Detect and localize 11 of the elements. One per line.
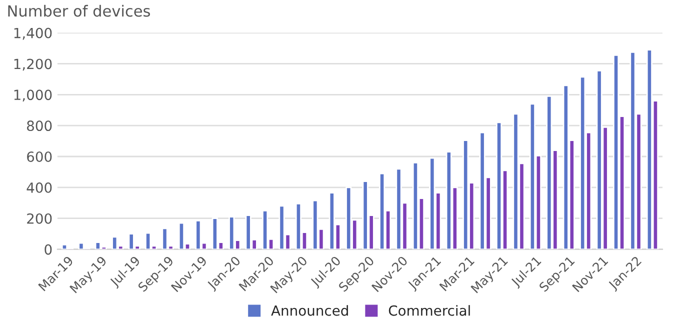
legend-label: Commercial: [388, 305, 470, 316]
y-tick-label: 1,200: [14, 58, 52, 71]
y-tick-label: 1,000: [14, 90, 52, 102]
y-tick-label: 200: [27, 213, 52, 224]
y-tick-label: 600: [27, 151, 52, 162]
legend-label: Announced: [271, 305, 348, 316]
y-tick-label: 1,400: [14, 28, 52, 40]
y-tick-label: 400: [26, 182, 52, 193]
y-tick-label: 800: [27, 120, 52, 132]
y-axis-title: Number of devices: [8, 4, 150, 17]
y-tick-label: 0: [44, 244, 52, 255]
